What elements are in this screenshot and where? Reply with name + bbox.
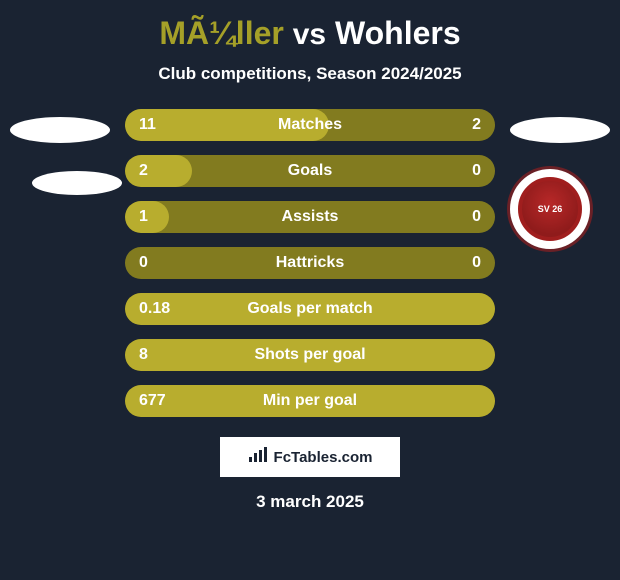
stat-label: Shots per goal (125, 339, 495, 371)
stat-label: Goals (125, 155, 495, 187)
stat-row: 11Matches2 (125, 109, 495, 141)
comparison-infographic: MÃ¼ller vs Wohlers Club competitions, Se… (0, 0, 620, 580)
subtitle: Club competitions, Season 2024/2025 (0, 64, 620, 84)
stat-row: 2Goals0 (125, 155, 495, 187)
date-label: 3 march 2025 (0, 492, 620, 512)
stat-right-value: 0 (472, 247, 481, 279)
player2-badge-placeholder (510, 117, 610, 143)
club-logo-inner: SV 26 (518, 177, 582, 241)
stat-row: 0Hattricks0 (125, 247, 495, 279)
site-name: FcTables.com (274, 449, 373, 466)
stat-row: 8Shots per goal (125, 339, 495, 371)
player2-name: Wohlers (335, 15, 461, 51)
page-title: MÃ¼ller vs Wohlers (0, 15, 620, 52)
player1-badge-placeholder-1 (10, 117, 110, 143)
stat-label: Goals per match (125, 293, 495, 325)
player1-name: MÃ¼ller (159, 15, 283, 51)
stat-label: Assists (125, 201, 495, 233)
stat-right-value: 2 (472, 109, 481, 141)
stat-right-value: 0 (472, 155, 481, 187)
stat-row: 677Min per goal (125, 385, 495, 417)
player2-club-logo: SV 26 (510, 169, 590, 249)
stat-rows: 11Matches22Goals01Assists00Hattricks00.1… (125, 109, 495, 417)
player1-badge-placeholder-2 (32, 171, 122, 195)
site-logo: FcTables.com (220, 437, 400, 477)
stat-row: 1Assists0 (125, 201, 495, 233)
stat-label: Matches (125, 109, 495, 141)
stat-label: Min per goal (125, 385, 495, 417)
chart-icon (248, 447, 268, 468)
vs-label: vs (293, 18, 326, 51)
stat-row: 0.18Goals per match (125, 293, 495, 325)
stat-label: Hattricks (125, 247, 495, 279)
stat-right-value: 0 (472, 201, 481, 233)
stats-area: SV 26 11Matches22Goals01Assists00Hattric… (0, 109, 620, 417)
